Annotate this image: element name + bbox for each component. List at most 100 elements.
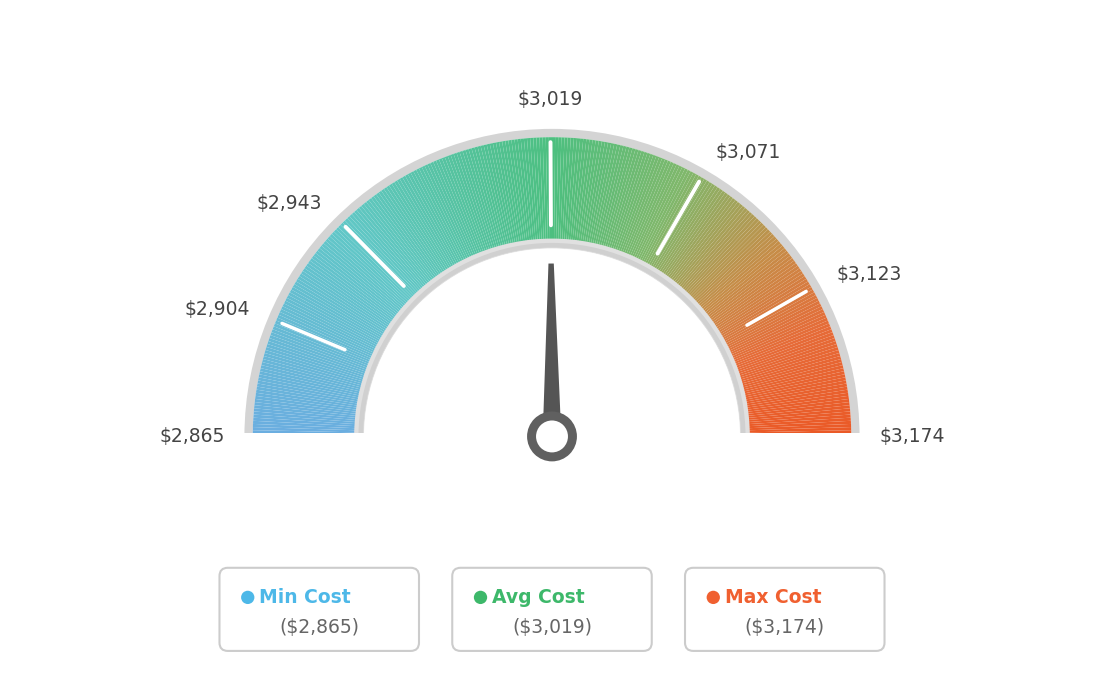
Wedge shape	[359, 243, 745, 437]
Wedge shape	[523, 138, 535, 244]
Wedge shape	[256, 390, 361, 408]
Wedge shape	[684, 218, 760, 297]
Wedge shape	[730, 320, 829, 364]
Wedge shape	[285, 298, 381, 349]
Wedge shape	[259, 371, 364, 396]
Wedge shape	[302, 268, 393, 330]
Text: $3,019: $3,019	[518, 90, 583, 109]
Wedge shape	[542, 137, 548, 244]
Wedge shape	[714, 273, 805, 333]
Wedge shape	[457, 152, 492, 254]
Wedge shape	[287, 295, 382, 347]
Wedge shape	[743, 399, 849, 414]
Wedge shape	[253, 421, 360, 428]
Wedge shape	[255, 399, 361, 414]
Wedge shape	[273, 326, 373, 367]
Wedge shape	[284, 301, 380, 351]
Wedge shape	[344, 218, 420, 297]
Wedge shape	[468, 148, 500, 251]
Wedge shape	[657, 186, 718, 276]
Wedge shape	[650, 179, 707, 271]
Circle shape	[707, 591, 720, 604]
Wedge shape	[556, 137, 562, 244]
Wedge shape	[648, 177, 704, 270]
Wedge shape	[662, 190, 725, 279]
Text: $2,865: $2,865	[159, 427, 224, 446]
Wedge shape	[692, 232, 773, 306]
Wedge shape	[487, 144, 512, 248]
Wedge shape	[450, 154, 489, 255]
Wedge shape	[323, 241, 406, 312]
Bar	[203, 433, 901, 686]
Wedge shape	[463, 150, 497, 253]
Wedge shape	[333, 229, 413, 304]
Wedge shape	[316, 250, 401, 318]
Wedge shape	[508, 140, 526, 246]
Text: ($3,174): ($3,174)	[745, 618, 825, 638]
Wedge shape	[744, 421, 851, 428]
Wedge shape	[537, 137, 544, 244]
Text: $3,071: $3,071	[715, 144, 782, 162]
Wedge shape	[722, 295, 817, 347]
Wedge shape	[744, 408, 850, 420]
Wedge shape	[562, 137, 571, 244]
Wedge shape	[645, 174, 699, 268]
Wedge shape	[701, 246, 785, 315]
Wedge shape	[533, 137, 542, 244]
Wedge shape	[582, 141, 602, 246]
Wedge shape	[291, 287, 385, 342]
Wedge shape	[433, 161, 477, 259]
Wedge shape	[735, 341, 837, 377]
Wedge shape	[742, 380, 847, 402]
Wedge shape	[660, 189, 723, 278]
Text: $3,174: $3,174	[880, 427, 945, 446]
Wedge shape	[623, 158, 665, 258]
Wedge shape	[338, 225, 415, 302]
Text: $2,943: $2,943	[256, 194, 322, 213]
Wedge shape	[592, 144, 617, 248]
Wedge shape	[293, 284, 386, 340]
Wedge shape	[704, 253, 790, 320]
Wedge shape	[744, 405, 850, 418]
Wedge shape	[711, 268, 802, 330]
Wedge shape	[253, 430, 359, 435]
Text: ($3,019): ($3,019)	[512, 618, 592, 638]
Wedge shape	[373, 195, 438, 282]
Wedge shape	[628, 161, 673, 260]
Wedge shape	[707, 258, 794, 323]
Wedge shape	[728, 312, 826, 358]
Wedge shape	[306, 263, 395, 326]
Wedge shape	[319, 246, 403, 315]
Wedge shape	[702, 248, 786, 317]
Wedge shape	[255, 396, 361, 412]
Wedge shape	[656, 184, 715, 275]
Wedge shape	[270, 332, 371, 371]
Wedge shape	[257, 384, 362, 404]
Wedge shape	[265, 350, 368, 383]
Wedge shape	[739, 359, 842, 388]
Wedge shape	[647, 176, 702, 269]
Wedge shape	[733, 332, 834, 371]
Wedge shape	[283, 304, 380, 353]
Wedge shape	[689, 225, 766, 302]
Wedge shape	[677, 208, 747, 290]
Wedge shape	[669, 198, 735, 284]
Wedge shape	[633, 164, 679, 262]
Wedge shape	[466, 149, 498, 252]
Wedge shape	[278, 312, 376, 358]
Wedge shape	[560, 137, 567, 244]
Wedge shape	[667, 196, 733, 283]
Wedge shape	[257, 380, 362, 402]
Wedge shape	[376, 193, 440, 280]
Wedge shape	[280, 309, 378, 356]
Wedge shape	[725, 306, 822, 355]
Wedge shape	[552, 137, 555, 244]
Wedge shape	[745, 433, 851, 437]
Wedge shape	[357, 208, 427, 290]
Wedge shape	[331, 232, 412, 306]
Circle shape	[527, 411, 577, 462]
Wedge shape	[418, 167, 468, 264]
Wedge shape	[254, 408, 360, 420]
Wedge shape	[690, 227, 768, 303]
Wedge shape	[599, 146, 629, 250]
